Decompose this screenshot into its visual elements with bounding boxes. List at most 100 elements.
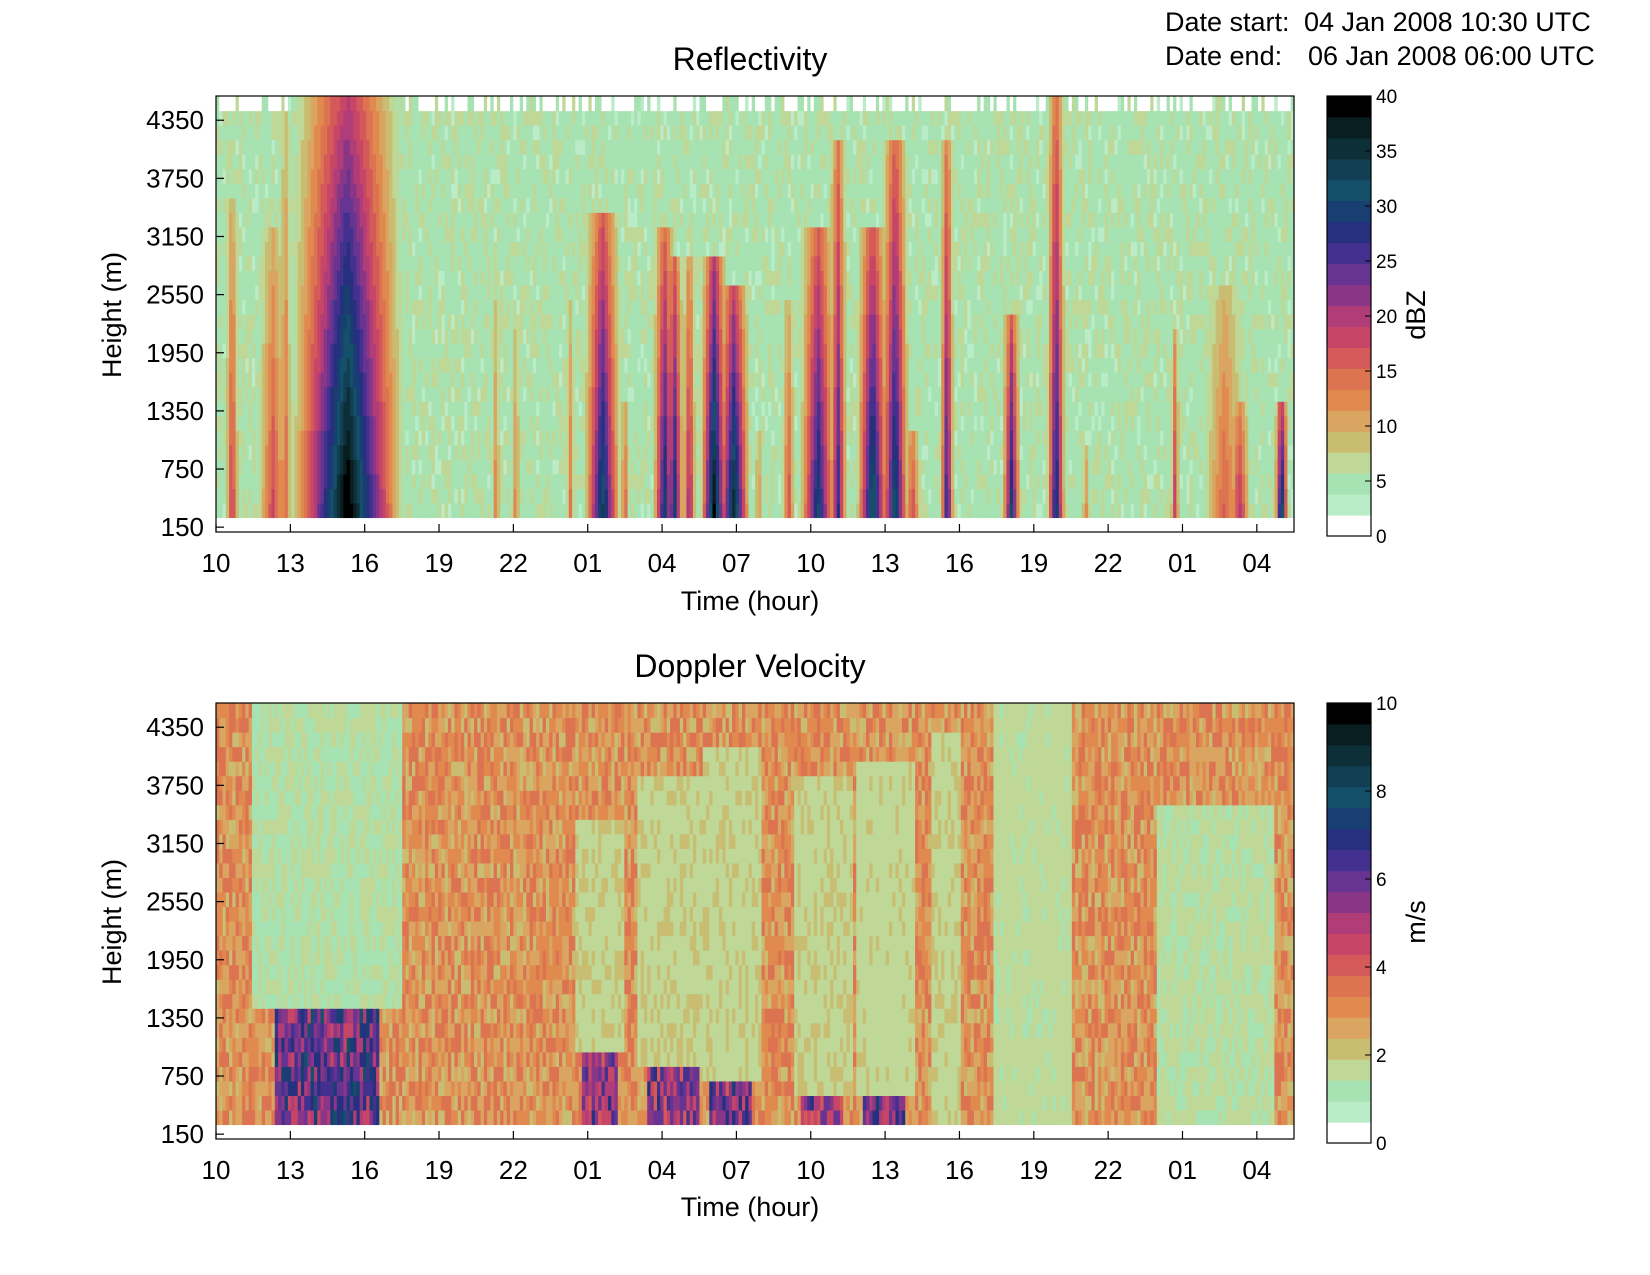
heatmap-cell bbox=[320, 444, 325, 460]
heatmap-cell bbox=[709, 386, 714, 402]
heatmap-cell bbox=[454, 110, 459, 126]
heatmap-cell bbox=[343, 314, 348, 330]
heatmap-cell bbox=[336, 473, 341, 489]
heatmap-cell bbox=[565, 96, 570, 112]
heatmap-cell bbox=[294, 183, 299, 199]
heatmap-cell bbox=[389, 430, 393, 446]
heatmap-cell bbox=[578, 488, 583, 504]
heatmap-cell bbox=[732, 473, 736, 489]
heatmap-cell bbox=[464, 183, 469, 199]
heatmap-cell bbox=[477, 270, 482, 286]
heatmap-cell bbox=[451, 502, 456, 519]
heatmap-cell bbox=[271, 197, 276, 213]
heatmap-cell bbox=[461, 125, 465, 141]
heatmap-cell bbox=[686, 372, 691, 388]
heatmap-cell bbox=[670, 96, 674, 112]
heatmap-cell bbox=[248, 401, 253, 417]
heatmap-cell bbox=[356, 212, 361, 228]
heatmap-cell bbox=[591, 488, 596, 504]
heatmap-cell bbox=[353, 314, 358, 330]
heatmap-cell bbox=[604, 125, 609, 141]
heatmap-cell bbox=[265, 168, 269, 184]
heatmap-cell bbox=[372, 212, 377, 228]
heatmap-cell bbox=[349, 328, 354, 344]
heatmap-cell bbox=[500, 212, 505, 228]
heatmap-cell bbox=[634, 415, 638, 431]
heatmap-cell bbox=[415, 299, 420, 315]
heatmap-cell bbox=[376, 372, 380, 388]
heatmap-cell bbox=[389, 183, 393, 199]
heatmap-cell bbox=[225, 96, 230, 112]
heatmap-cell bbox=[310, 154, 315, 170]
heatmap-cell bbox=[392, 314, 397, 330]
heatmap-cell bbox=[258, 415, 263, 431]
heatmap-cell bbox=[470, 197, 475, 213]
heatmap-cell bbox=[709, 517, 714, 533]
heatmap-cell bbox=[428, 386, 433, 402]
heatmap-cell bbox=[376, 488, 380, 504]
heatmap-cell bbox=[516, 284, 521, 301]
heatmap-cell bbox=[402, 241, 407, 257]
heatmap-cell bbox=[601, 430, 606, 446]
heatmap-cell bbox=[539, 212, 544, 228]
heatmap-cell bbox=[366, 226, 371, 242]
heatmap-cell bbox=[722, 241, 727, 257]
heatmap-cell bbox=[353, 459, 358, 475]
heatmap-cell bbox=[542, 168, 547, 184]
heatmap-cell bbox=[323, 502, 328, 519]
heatmap-cell bbox=[539, 415, 544, 431]
heatmap-cell bbox=[461, 226, 465, 242]
heatmap-cell bbox=[310, 255, 315, 271]
heatmap-cell bbox=[438, 488, 442, 504]
heatmap-cell bbox=[444, 488, 449, 504]
heatmap-cell bbox=[709, 343, 714, 359]
heatmap-cell bbox=[385, 255, 390, 271]
heatmap-cell bbox=[634, 343, 638, 359]
heatmap-cell bbox=[601, 96, 606, 112]
heatmap-cell bbox=[320, 197, 325, 213]
heatmap-cell bbox=[363, 168, 367, 184]
heatmap-cell bbox=[372, 357, 377, 373]
heatmap-cell bbox=[732, 459, 736, 475]
heatmap-cell bbox=[392, 241, 397, 257]
heatmap-cell bbox=[608, 110, 612, 126]
heatmap-cell bbox=[725, 444, 730, 460]
heatmap-cell bbox=[353, 168, 358, 184]
heatmap-cell bbox=[516, 328, 521, 344]
heatmap-cell bbox=[216, 459, 220, 475]
heatmap-cell bbox=[461, 473, 465, 489]
heatmap-cell bbox=[634, 241, 638, 257]
heatmap-cell bbox=[349, 415, 354, 431]
heatmap-cell bbox=[510, 430, 514, 446]
heatmap-cell bbox=[457, 212, 462, 228]
heatmap-cell bbox=[219, 444, 224, 460]
heatmap-cell bbox=[425, 415, 429, 431]
heatmap-cell bbox=[640, 241, 645, 257]
heatmap-cell bbox=[470, 372, 475, 388]
heatmap-cell bbox=[284, 415, 289, 431]
heatmap-cell bbox=[248, 444, 253, 460]
heatmap-cell bbox=[640, 284, 645, 301]
heatmap-cell bbox=[549, 270, 554, 286]
heatmap-cell bbox=[506, 96, 511, 112]
heatmap-cell bbox=[447, 154, 452, 170]
heatmap-cell bbox=[447, 459, 452, 475]
heatmap-cell bbox=[294, 139, 299, 155]
heatmap-cell bbox=[415, 343, 420, 359]
heatmap-cell bbox=[343, 197, 348, 213]
heatmap-cell bbox=[523, 154, 527, 170]
heatmap-cell bbox=[728, 502, 733, 519]
heatmap-cell bbox=[562, 96, 567, 112]
heatmap-cell bbox=[545, 125, 550, 141]
heatmap-cell bbox=[421, 125, 426, 141]
heatmap-cell bbox=[304, 357, 309, 373]
heatmap-cell bbox=[696, 226, 701, 242]
heatmap-cell bbox=[291, 96, 295, 112]
heatmap-cell bbox=[660, 284, 665, 301]
heatmap-cell bbox=[562, 357, 567, 373]
heatmap-cell bbox=[673, 459, 678, 475]
heatmap-cell bbox=[604, 473, 609, 489]
heatmap-cell bbox=[513, 517, 518, 533]
heatmap-cell bbox=[428, 96, 433, 112]
heatmap-cell bbox=[722, 197, 727, 213]
